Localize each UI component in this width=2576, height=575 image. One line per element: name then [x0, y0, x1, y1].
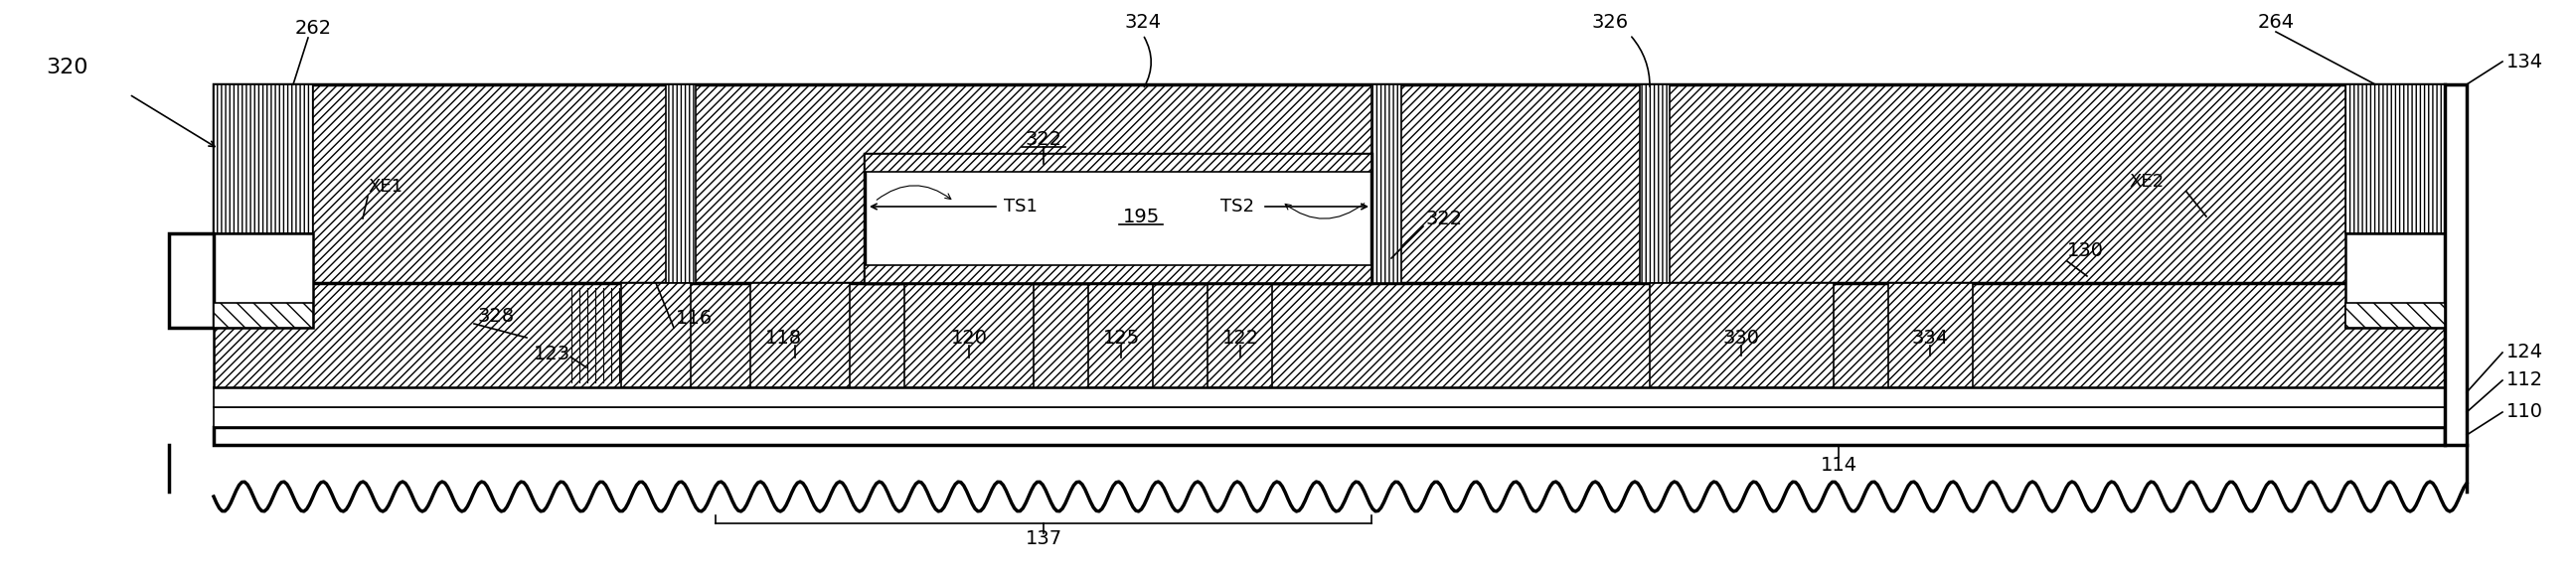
Text: 124: 124	[2506, 343, 2543, 362]
Bar	[866, 265, 1370, 283]
Bar	[214, 388, 2445, 407]
Text: 134: 134	[2506, 52, 2543, 71]
Bar	[1888, 283, 1973, 388]
Text: 118: 118	[765, 328, 801, 347]
Text: TS2: TS2	[1221, 198, 1255, 216]
Bar	[621, 283, 690, 388]
Text: 125: 125	[1103, 328, 1139, 347]
Text: 322: 322	[1025, 129, 1061, 148]
Text: XE2: XE2	[2130, 173, 2164, 191]
Text: XE1: XE1	[368, 178, 402, 196]
Bar	[866, 154, 1370, 172]
Bar	[665, 85, 696, 283]
Bar	[170, 233, 214, 328]
Bar	[750, 283, 850, 388]
Text: 116: 116	[675, 308, 714, 327]
Text: 112: 112	[2506, 371, 2543, 390]
Text: 130: 130	[2066, 242, 2105, 260]
Bar	[2344, 233, 2445, 328]
Text: 334: 334	[1911, 328, 1947, 347]
Bar	[904, 283, 1033, 388]
Text: 262: 262	[294, 18, 332, 37]
Bar	[214, 427, 2445, 445]
Text: 114: 114	[1821, 455, 1857, 474]
Bar	[1370, 85, 1401, 283]
Text: 320: 320	[46, 58, 88, 78]
Bar	[2344, 303, 2445, 328]
Bar	[1649, 283, 1834, 388]
Bar	[214, 233, 314, 328]
Text: TS1: TS1	[1005, 198, 1038, 216]
Bar	[1641, 85, 1669, 283]
Text: 195: 195	[1123, 207, 1159, 226]
Bar	[2344, 85, 2445, 233]
Bar	[214, 407, 2445, 427]
Text: 324: 324	[1126, 13, 1162, 31]
Text: 137: 137	[1025, 530, 1061, 549]
Text: 110: 110	[2506, 402, 2543, 421]
Bar	[866, 154, 1370, 283]
Text: 122: 122	[1221, 328, 1260, 347]
Text: 328: 328	[477, 306, 515, 325]
Text: 123: 123	[533, 344, 569, 363]
Bar	[1208, 283, 1273, 388]
Bar	[214, 283, 2445, 388]
Bar	[214, 85, 314, 233]
Text: 330: 330	[1723, 328, 1759, 347]
Text: 326: 326	[1592, 13, 1628, 31]
Text: 264: 264	[2257, 13, 2295, 31]
Bar	[214, 303, 314, 328]
Text: 120: 120	[951, 328, 987, 347]
Bar	[214, 85, 2445, 283]
Bar	[2445, 85, 2468, 445]
Bar	[1087, 283, 1154, 388]
Text: 322: 322	[1427, 209, 1463, 228]
